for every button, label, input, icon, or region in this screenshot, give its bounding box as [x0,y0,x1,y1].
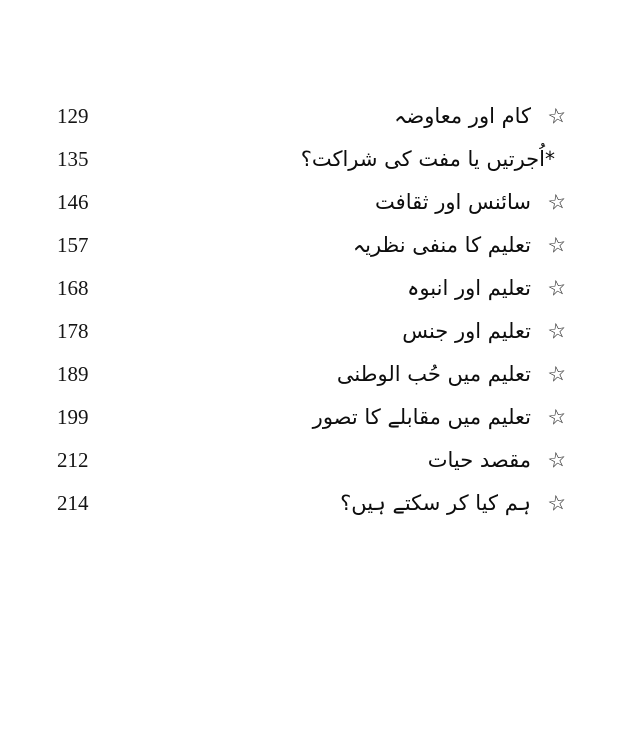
chapter-title: تعلیم میں حُب الوطنی [99,361,531,386]
chapter-title-text: مقصد حیات [427,447,531,472]
toc-row: 129 کام اور معاوضہ ☆ [57,95,570,138]
page-number: 212 [57,448,89,472]
star-icon: ☆ [545,188,569,216]
chapter-title: تعلیم اور انبوہ [99,275,531,300]
toc-row: 199 تعلیم میں مقابلے کا تصور ☆ [57,396,570,439]
page-number: 135 [57,147,89,171]
chapter-title-text: اُجرتیں یا مفت کی شراکت؟ [300,146,545,171]
chapter-title: کام اور معاوضہ [99,103,531,128]
toc-row: 189 تعلیم میں حُب الوطنی ☆ [57,353,570,396]
chapter-title: ہم کیا کر سکتے ہیں؟ [99,490,531,515]
chapter-title-text: تعلیم میں حُب الوطنی [336,361,531,386]
star-icon: ☆ [545,360,569,388]
chapter-title-text: تعلیم میں مقابلے کا تصور [312,404,531,429]
toc-row: 178 تعلیم اور جنس ☆ [57,310,570,353]
toc-row: 212 مقصد حیات ☆ [57,439,570,482]
page-number: 168 [57,276,89,300]
page-number: 157 [57,233,89,257]
star-icon: ☆ [545,489,569,517]
toc-row: 157 تعلیم کا منفی نظریہ ☆ [57,224,570,267]
chapter-title-text: ہم کیا کر سکتے ہیں؟ [340,490,531,515]
toc-row: 168 تعلیم اور انبوہ ☆ [57,267,570,310]
star-icon: ☆ [545,231,569,259]
toc-row: 214 ہم کیا کر سکتے ہیں؟ ☆ [57,482,570,525]
chapter-title-text: تعلیم اور جنس [402,318,531,343]
page-number: 189 [57,362,89,386]
chapter-title-text: تعلیم اور انبوہ [407,275,531,300]
page-number: 199 [57,405,89,429]
star-icon: ☆ [545,317,569,345]
chapter-title: تعلیم اور جنس [99,318,531,343]
toc-row: 135 *اُجرتیں یا مفت کی شراکت؟ [57,138,570,181]
chapter-title-text: تعلیم کا منفی نظریہ [352,232,531,257]
chapter-title: سائنس اور ثقافت [99,189,531,214]
asterisk-marker: * [545,146,555,171]
page-number: 129 [57,104,89,128]
chapter-title: مقصد حیات [99,447,531,472]
star-icon: ☆ [545,102,569,130]
page-number: 178 [57,319,89,343]
chapter-title: تعلیم میں مقابلے کا تصور [99,404,531,429]
chapter-title-text: کام اور معاوضہ [394,103,531,128]
star-icon: ☆ [545,446,569,474]
chapter-title-text: سائنس اور ثقافت [375,189,531,214]
star-icon: ☆ [545,274,569,302]
chapter-title: *اُجرتیں یا مفت کی شراکت؟ [99,146,555,171]
page-number: 146 [57,190,89,214]
toc-row: 146 سائنس اور ثقافت ☆ [57,181,570,224]
star-icon: ☆ [545,403,569,431]
chapter-title: تعلیم کا منفی نظریہ [99,232,531,257]
page-number: 214 [57,491,89,515]
toc-list: 129 کام اور معاوضہ ☆ 135 *اُجرتیں یا مفت… [57,95,570,525]
